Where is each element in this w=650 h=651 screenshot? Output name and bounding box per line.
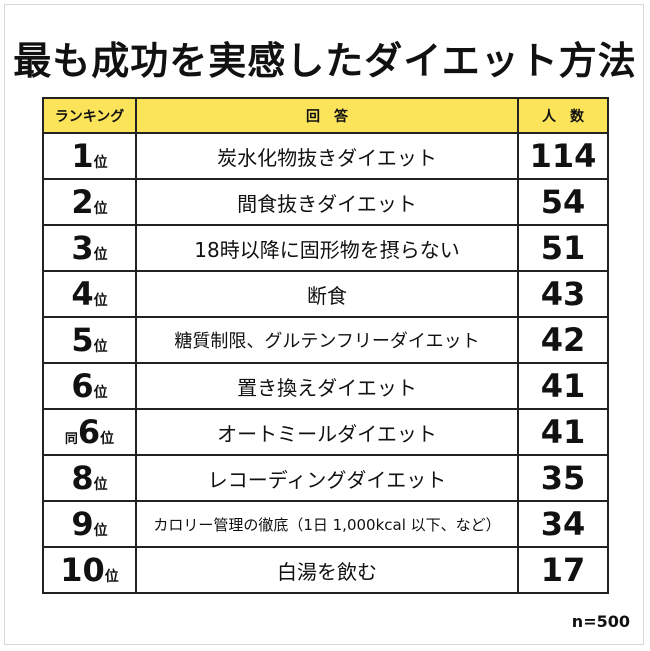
table-header-row: ランキング 回 答 人 数 [42,97,609,134]
rank-cell: 4位 [42,270,137,318]
table-row: 9位 カロリー管理の徹底（1日 1,000kcal 以下、など） 34 [42,500,609,548]
table-row: 5位 糖質制限、グルテンフリーダイエット 42 [42,316,609,364]
count-cell: 51 [517,224,609,272]
table-row: 6位 置き換えダイエット 41 [42,362,609,410]
count-cell: 34 [517,500,609,548]
answer-cell: 断食 [135,270,519,318]
rank-suffix: 位 [100,431,115,447]
rank-number: 4 [71,275,94,313]
answer-cell: 間食抜きダイエット [135,178,519,226]
rank-suffix: 位 [104,569,119,585]
rank-suffix: 位 [93,293,108,309]
header-rank: ランキング [42,97,137,134]
rank-suffix: 位 [93,477,108,493]
table-row: 同6位 オートミールダイエット 41 [42,408,609,456]
rank-number: 8 [71,459,94,497]
rank-number: 2 [71,183,94,221]
chart-title: 最も成功を実感したダイエット方法 [13,39,637,83]
count-cell: 41 [517,408,609,456]
table-row: 10位 白湯を飲む 17 [42,546,609,594]
table-row: 4位 断食 43 [42,270,609,318]
count-cell: 41 [517,362,609,410]
rank-suffix: 位 [93,247,108,263]
rank-prefix: 同 [64,432,78,447]
rank-number: 5 [71,321,94,359]
count-cell: 42 [517,316,609,364]
rank-suffix: 位 [93,385,108,401]
rank-suffix: 位 [93,201,108,217]
rank-cell: 9位 [42,500,137,548]
rank-number: 1 [71,137,94,175]
rank-cell: 3位 [42,224,137,272]
sample-size-note: n=500 [571,612,630,631]
count-cell: 54 [517,178,609,226]
count-cell: 43 [517,270,609,318]
rank-cell: 1位 [42,132,137,180]
count-cell: 17 [517,546,609,594]
answer-cell: 白湯を飲む [135,546,519,594]
table-row: 1位 炭水化物抜きダイエット 114 [42,132,609,180]
table-row: 8位 レコーディングダイエット 35 [42,454,609,502]
rank-cell: 6位 [42,362,137,410]
rank-number: 6 [77,413,101,451]
rank-cell: 同6位 [42,408,137,456]
answer-cell: 置き換えダイエット [135,362,519,410]
answer-cell: 18時以降に固形物を摂らない [135,224,519,272]
rank-suffix: 位 [93,339,108,355]
rank-cell: 8位 [42,454,137,502]
rank-number: 10 [60,551,105,589]
rank-number: 9 [71,505,94,543]
rank-cell: 5位 [42,316,137,364]
answer-cell: 糖質制限、グルテンフリーダイエット [135,316,519,364]
header-answer: 回 答 [135,97,519,134]
rank-suffix: 位 [93,155,108,171]
answer-cell: レコーディングダイエット [135,454,519,502]
rank-number: 6 [71,367,94,405]
answer-cell: カロリー管理の徹底（1日 1,000kcal 以下、など） [135,500,519,548]
ranking-table: ランキング 回 答 人 数 1位 炭水化物抜きダイエット 114 2位 間食抜きダイエッ… [42,97,609,594]
table-row: 2位 間食抜きダイエット 54 [42,178,609,226]
rank-cell: 10位 [42,546,137,594]
table-row: 3位 18時以降に固形物を摂らない 51 [42,224,609,272]
answer-cell: オートミールダイエット [135,408,519,456]
rank-number: 3 [71,229,94,267]
count-cell: 114 [517,132,609,180]
header-count: 人 数 [517,97,609,134]
table-body: 1位 炭水化物抜きダイエット 114 2位 間食抜きダイエット 54 3位 18時以降に固形物… [42,132,609,594]
rank-suffix: 位 [93,523,108,539]
rank-cell: 2位 [42,178,137,226]
count-cell: 35 [517,454,609,502]
answer-cell: 炭水化物抜きダイエット [135,132,519,180]
